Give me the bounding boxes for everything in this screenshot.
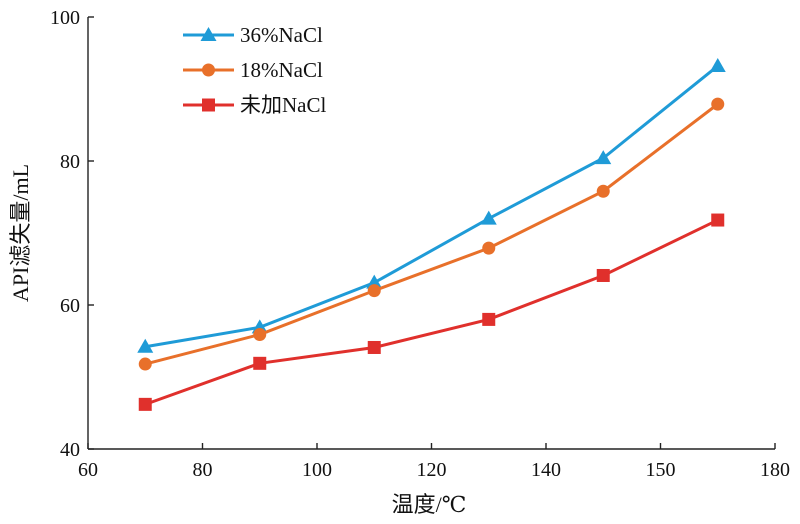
data-point bbox=[482, 241, 496, 255]
x-tick-label: 180 bbox=[760, 459, 790, 481]
legend-item: 未加NaCl bbox=[183, 93, 326, 117]
series-0 bbox=[137, 57, 726, 353]
data-point bbox=[709, 57, 726, 72]
series-line bbox=[144, 64, 719, 349]
y-tick-label: 40 bbox=[60, 439, 80, 461]
series-1 bbox=[138, 97, 725, 371]
legend-item: 36%NaCl bbox=[183, 23, 323, 47]
x-tick-label: 150 bbox=[646, 459, 676, 481]
legend-marker bbox=[202, 63, 215, 77]
data-point bbox=[138, 357, 152, 371]
x-tick-label: 60 bbox=[78, 459, 98, 481]
x-axis-label: 温度/℃ bbox=[392, 492, 467, 517]
data-point bbox=[595, 150, 612, 165]
series-2 bbox=[138, 213, 725, 411]
data-point bbox=[253, 328, 267, 342]
series-line bbox=[144, 102, 719, 366]
data-point bbox=[367, 340, 381, 354]
series-layer bbox=[137, 57, 726, 411]
data-point bbox=[137, 338, 154, 353]
data-point bbox=[596, 268, 610, 282]
data-point bbox=[711, 213, 725, 227]
data-point bbox=[138, 397, 152, 411]
data-point bbox=[482, 312, 496, 326]
x-tick-label: 80 bbox=[193, 459, 213, 481]
x-tick-label: 120 bbox=[417, 459, 447, 481]
y-axis-label: API滤失量/mL bbox=[8, 164, 33, 302]
data-point bbox=[596, 184, 610, 198]
legend-item: 18%NaCl bbox=[183, 58, 323, 82]
y-tick-label: 80 bbox=[60, 151, 80, 173]
legend-marker bbox=[202, 98, 215, 112]
data-point bbox=[253, 356, 267, 370]
data-point bbox=[367, 284, 381, 298]
legend-marker bbox=[200, 27, 217, 41]
series-line bbox=[144, 218, 719, 406]
data-point bbox=[711, 97, 725, 111]
data-point bbox=[366, 274, 383, 289]
y-tick-label: 60 bbox=[60, 295, 80, 317]
x-tick-label: 140 bbox=[531, 459, 561, 481]
y-tick-label: 100 bbox=[50, 7, 80, 29]
legend-label: 未加NaCl bbox=[240, 93, 326, 117]
legend-label: 18%NaCl bbox=[240, 58, 323, 82]
legend: 36%NaCl 18%NaCl 未加NaCl bbox=[183, 23, 326, 117]
data-point bbox=[480, 210, 497, 225]
legend-label: 36%NaCl bbox=[240, 23, 323, 47]
x-tick-label: 100 bbox=[302, 459, 332, 481]
